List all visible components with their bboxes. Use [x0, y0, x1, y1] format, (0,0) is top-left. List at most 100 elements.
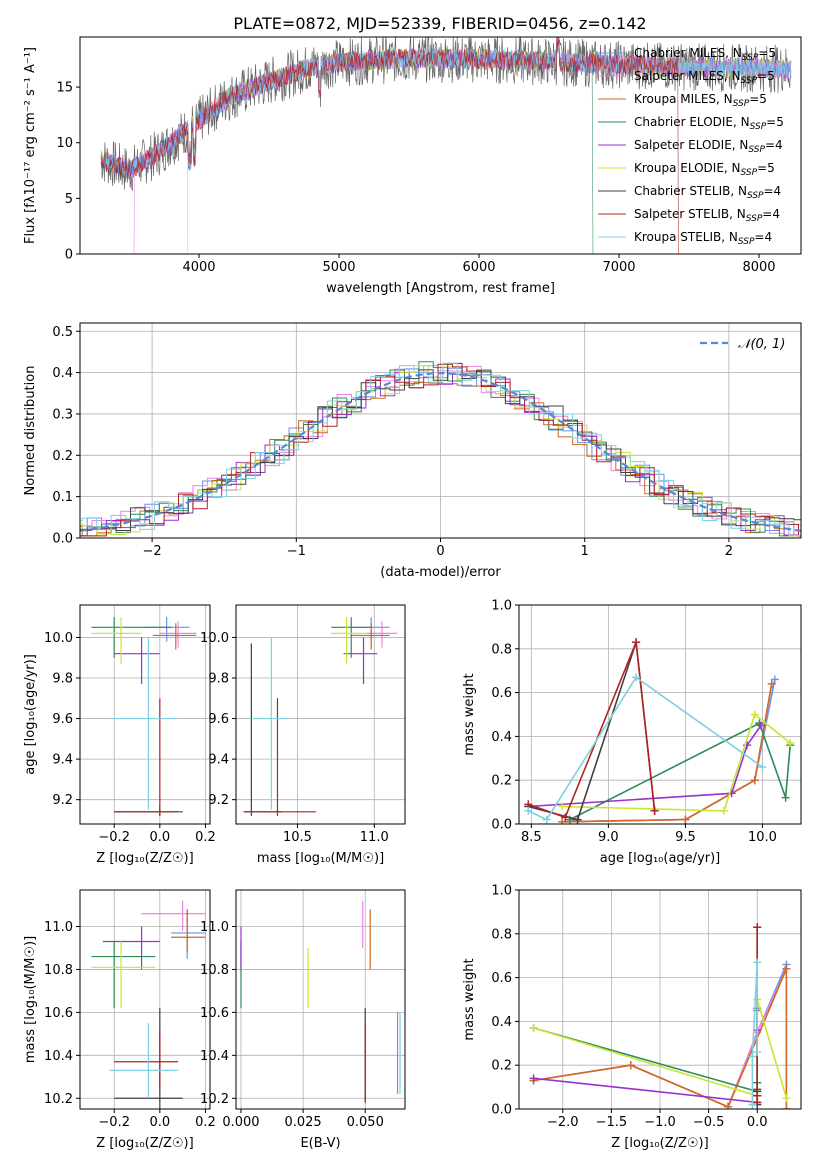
x-tick-label: 2 [725, 544, 733, 559]
x-tick-label: 11.0 [360, 830, 389, 845]
y-tick-label: 0.1 [52, 490, 73, 505]
mass-weight-line-salp_elodie [528, 725, 762, 808]
panel-residual-histogram: −2 −1 0 1 2 0.0 0.1 0.2 0.3 0.4 0.5 (data-model)/er… [23, 322, 802, 580]
x-tick-label: 9.0 [598, 830, 619, 845]
mass-weight-marker [753, 923, 762, 932]
mass-weight-marker [758, 763, 767, 772]
x-tick-label: −0.2 [98, 830, 130, 845]
x-tick-label: 0 [436, 544, 444, 559]
x-tick-label: −2.0 [547, 1115, 579, 1130]
y-tick-label: 0.0 [491, 818, 512, 833]
mass-weight-line-chab_elodie [569, 722, 791, 821]
errorbar-krou_miles [171, 909, 206, 953]
y-tick-label: 10.2 [44, 1092, 73, 1107]
mass-weight-line-chab_elodie [533, 1008, 758, 1093]
y-tick-label: 9.8 [208, 672, 229, 687]
errorbar-salp_stelib [114, 698, 179, 816]
y-tick-label: 0.4 [491, 1015, 512, 1030]
y-tick-label: 0.2 [52, 449, 73, 464]
histogram-legend: 𝒩(0, 1) [700, 337, 785, 352]
plot-area [524, 638, 795, 824]
errorbar-krou_stelib [109, 637, 179, 810]
y-tick-label: 0.0 [52, 532, 73, 547]
y-tick-label: 10.0 [44, 631, 73, 646]
x-tick-label: 10.5 [283, 830, 312, 845]
legend-entry: Salpeter MILES, NSSP=5 [634, 69, 775, 86]
x-tick-label: 1 [581, 544, 589, 559]
mass-weight-line-salp_elodie [533, 1010, 758, 1104]
figure-title: PLATE=0872, MJD=52339, FIBERID=0456, z=0… [233, 14, 646, 33]
normal-curve [80, 371, 801, 532]
errorbar-krou_elodie [91, 617, 142, 664]
legend-entry: Chabrier ELODIE, NSSP=5 [634, 115, 784, 132]
legend-entry: 𝒩(0, 1) [738, 337, 785, 352]
x-tick-label: 0.025 [284, 1115, 321, 1130]
x-axis-label: wavelength [Angstrom, rest frame] [326, 281, 555, 296]
legend-entry: Kroupa MILES, NSSP=5 [634, 92, 767, 109]
mass-weight-marker [529, 1074, 538, 1083]
y-tick-label: 0.6 [491, 971, 512, 986]
histogram-chab_miles [80, 367, 801, 537]
x-tick-label: 8000 [742, 260, 775, 275]
plot-area [529, 923, 791, 1109]
histogram-krou_stelib [80, 362, 801, 536]
plot-area [240, 900, 401, 1103]
x-tick-label: 8.5 [521, 830, 542, 845]
axes-frame [235, 889, 406, 1110]
plot-area [80, 361, 801, 537]
legend-entry: Salpeter STELIB, NSSP=4 [634, 207, 780, 224]
errorbar-krou_elodie [91, 941, 156, 1009]
mass-weight-marker [626, 1061, 635, 1070]
spectrum-legend: Chabrier MILES, NSSP=5 Salpeter MILES, NS… [598, 46, 784, 247]
x-axis-label: Z [log₁₀(Z/Z☉)] [96, 851, 193, 866]
errorbar-chab_elodie [91, 617, 172, 658]
x-axis-label: Z [log₁₀(Z/Z☉)] [96, 1136, 193, 1151]
mass-weight-marker [781, 793, 790, 802]
panel-spectrum: 4000 5000 6000 7000 8000 0 5 10 15 wavelength [An… [23, 36, 802, 296]
x-tick-label: 9.5 [675, 830, 696, 845]
y-tick-label: 0.0 [491, 1103, 512, 1118]
y-tick-label: 9.2 [52, 793, 73, 808]
x-axis-label: age [log₁₀(age/yr)] [600, 851, 721, 866]
y-tick-label: 0.4 [52, 366, 73, 381]
mass-weight-marker [573, 815, 582, 824]
x-axis-label: E(B-V) [300, 1136, 340, 1151]
y-tick-label: 10.2 [200, 1092, 229, 1107]
mass-weight-line-salp_stelib [527, 641, 656, 819]
errorbar-chab_stelib [243, 643, 283, 816]
y-tick-label: 9.6 [208, 712, 229, 727]
y-tick-label: 9.4 [52, 753, 73, 768]
panel-massweight-vs-age: 8.5 9.0 9.5 10.0 0.0 0.2 0.4 0.6 0.8 1.0 age [log₁… [462, 599, 802, 866]
y-tick-label: 0.3 [52, 407, 73, 422]
x-tick-label: 0.2 [195, 830, 216, 845]
y-axis-label: mass weight [462, 673, 477, 755]
errorbar-krou_elodie [331, 617, 367, 664]
errorbar-salp_miles [141, 900, 206, 931]
mass-weight-marker [770, 675, 779, 684]
plot-area [100, 37, 792, 254]
mass-weight-marker [558, 802, 567, 811]
y-tick-label: 10.8 [44, 963, 73, 978]
y-axis-label: age [log₁₀(age/yr)] [23, 654, 38, 775]
axes-frame [79, 604, 211, 825]
x-tick-label: 6000 [462, 260, 495, 275]
errorbar-salp_elodie [114, 637, 160, 685]
axes-frame [79, 889, 211, 1110]
y-tick-label: 9.6 [52, 712, 73, 727]
y-tick-label: 1.0 [491, 884, 512, 899]
y-tick-label: 0.2 [491, 1059, 512, 1074]
y-tick-label: 10.6 [200, 1006, 229, 1021]
mass-weight-line-krou_stelib [527, 676, 763, 821]
x-tick-label: −1 [287, 544, 306, 559]
x-tick-label: 4000 [182, 260, 215, 275]
y-tick-label: 0.2 [491, 774, 512, 789]
legend-entry: Salpeter ELODIE, NSSP=4 [634, 138, 783, 155]
x-tick-label: 0.000 [222, 1115, 259, 1130]
mass-weight-marker [756, 721, 765, 730]
errorbar-chab_miles [143, 617, 190, 642]
y-tick-label: 0.8 [491, 927, 512, 942]
legend-entry: Kroupa STELIB, NSSP=4 [634, 230, 772, 247]
y-axis-label: Flux [fλ10⁻¹⁷ erg cm⁻² s⁻¹ A⁻¹] [23, 47, 38, 244]
errorbar-krou_stelib [109, 1023, 179, 1099]
errorbar-salp_elodie [343, 637, 378, 685]
